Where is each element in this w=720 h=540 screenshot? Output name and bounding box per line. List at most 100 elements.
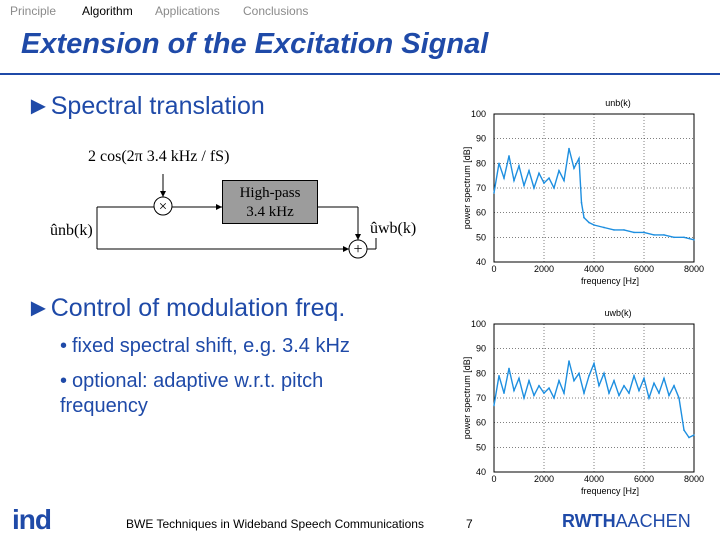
y-tick-label: 70 xyxy=(476,393,486,403)
spectrum-point xyxy=(563,179,565,182)
spectrum-point xyxy=(598,384,600,387)
spectrum-point xyxy=(498,375,500,377)
sub-bullet-dot-icon: • xyxy=(60,370,68,392)
adder-node xyxy=(348,239,368,259)
sub-bullet-2: • optional: adaptive w.r.t. pitch frequen… xyxy=(60,369,360,419)
bullet-text: Spectral translation xyxy=(50,92,265,120)
x-tick-label: 8000 xyxy=(684,474,704,484)
spectrum-point xyxy=(588,375,590,377)
bullet-spectral-translation: ►Spectral translation xyxy=(26,92,265,121)
highpass-line1: High-pass xyxy=(239,185,301,201)
slide-title: Extension of the Excitation Signal xyxy=(21,28,489,60)
spectrum-point xyxy=(653,234,655,236)
diagram-lines: × + xyxy=(96,174,377,259)
spectrum-point xyxy=(643,231,645,234)
spectrum-point xyxy=(663,377,665,380)
spectrum-point xyxy=(588,221,590,224)
spectrum-point xyxy=(533,394,535,397)
spectrum-point xyxy=(508,155,510,157)
nav-item-applications[interactable]: Applications xyxy=(155,4,220,18)
modulator-label: 2 cos(2π 3.4 kHz / fS) xyxy=(88,148,230,165)
spectrum-point xyxy=(593,224,595,226)
spectrum-point xyxy=(623,384,625,387)
x-tick-label: 6000 xyxy=(634,264,654,274)
y-tick-label: 60 xyxy=(476,208,486,218)
spectrum-point xyxy=(503,177,505,179)
bullet-control-modulation: ►Control of modulation freq. xyxy=(26,294,345,323)
x-tick-label: 0 xyxy=(491,264,496,274)
spectrum-point xyxy=(603,372,605,375)
spectrum-point xyxy=(568,147,570,150)
spectrum-point xyxy=(580,202,583,204)
spectrum-point xyxy=(568,360,570,362)
spectrum-point xyxy=(673,236,675,239)
spectrum-point xyxy=(618,394,620,397)
spectrum-series-line xyxy=(493,148,695,241)
spectrum-point xyxy=(613,229,615,231)
x-tick-label: 4000 xyxy=(584,264,604,274)
spectrum-point xyxy=(538,172,540,174)
y-tick-label: 70 xyxy=(476,183,486,193)
spectrum-point xyxy=(573,379,575,382)
spectrum-point xyxy=(523,397,525,399)
bullet-arrow-icon: ► xyxy=(26,92,51,120)
sub-bullet-dot-icon: • xyxy=(60,335,68,357)
y-tick-label: 40 xyxy=(476,467,486,477)
spectrum-point xyxy=(548,387,550,389)
sub-bullet-text: optional: adaptive w.r.t. pitch frequenc… xyxy=(60,370,324,417)
y-axis-label: power spectrum [dB] xyxy=(462,147,472,230)
spectrum-point xyxy=(683,429,685,431)
x-tick-label: 0 xyxy=(491,474,496,484)
sub-bullet-1: • fixed spectral shift, e.g. 3.4 kHz xyxy=(60,335,350,358)
y-tick-label: 80 xyxy=(476,368,486,378)
spectrum-point xyxy=(633,231,635,234)
spectrum-point xyxy=(573,167,575,170)
spectrum-point xyxy=(628,392,630,394)
y-tick-label: 80 xyxy=(476,158,486,168)
spectrum-point xyxy=(498,162,500,165)
spectrum-point xyxy=(658,392,660,394)
bullet-text: Control of modulation freq. xyxy=(50,294,346,322)
spectrum-point xyxy=(578,372,580,375)
title-divider xyxy=(0,73,720,75)
spectrum-point xyxy=(538,384,540,387)
spectrum-point xyxy=(678,397,680,399)
rwth-logo: RWTHAACHEN xyxy=(562,511,691,532)
spectrum-point xyxy=(643,377,645,380)
multiplier-symbol: × xyxy=(159,199,167,215)
spectrum-point xyxy=(683,236,685,239)
x-tick-label: 4000 xyxy=(584,474,604,484)
bullet-arrow-icon: ► xyxy=(26,294,51,322)
spectrum-point xyxy=(648,397,650,399)
adder-symbol: + xyxy=(353,241,362,258)
spectrum-point xyxy=(583,392,585,394)
spectrum-point xyxy=(543,392,545,394)
spectrum-point xyxy=(633,375,635,377)
spectrum-point xyxy=(673,384,675,387)
spectrum-point xyxy=(693,239,695,241)
spectrum-point xyxy=(523,184,525,187)
spectrum-point xyxy=(528,379,530,382)
nav-item-conclusions[interactable]: Conclusions xyxy=(243,4,309,18)
ind-logo: ind xyxy=(12,504,52,535)
y-tick-label: 40 xyxy=(476,257,486,267)
spectrum-point xyxy=(563,392,565,394)
spectrum-point xyxy=(528,169,530,172)
spectrum-point xyxy=(553,397,555,399)
spectrum-point xyxy=(518,165,520,167)
chart-title: uwb(k) xyxy=(604,308,631,318)
spectrum-point xyxy=(603,226,605,229)
x-axis-label: frequency [Hz] xyxy=(581,486,639,496)
spectrum-point xyxy=(653,382,655,384)
nav-item-algorithm[interactable]: Algorithm xyxy=(82,4,133,18)
spectrum-point xyxy=(513,389,515,392)
rwth-logo-light: AACHEN xyxy=(615,511,691,531)
spectrum-point xyxy=(513,179,515,182)
x-tick-label: 6000 xyxy=(634,474,654,484)
spectrum-chart-narrowband: 0 2000 4000 6000 8000 40 50 60 70 80 90 100 unb(k) fr… xyxy=(462,98,704,286)
output-signal-label: ûwb(k) xyxy=(370,220,417,237)
spectrum-point xyxy=(613,379,615,382)
nav-item-principle[interactable]: Principle xyxy=(10,4,57,18)
spectrum-point xyxy=(533,187,535,189)
chart-title: unb(k) xyxy=(605,98,631,108)
